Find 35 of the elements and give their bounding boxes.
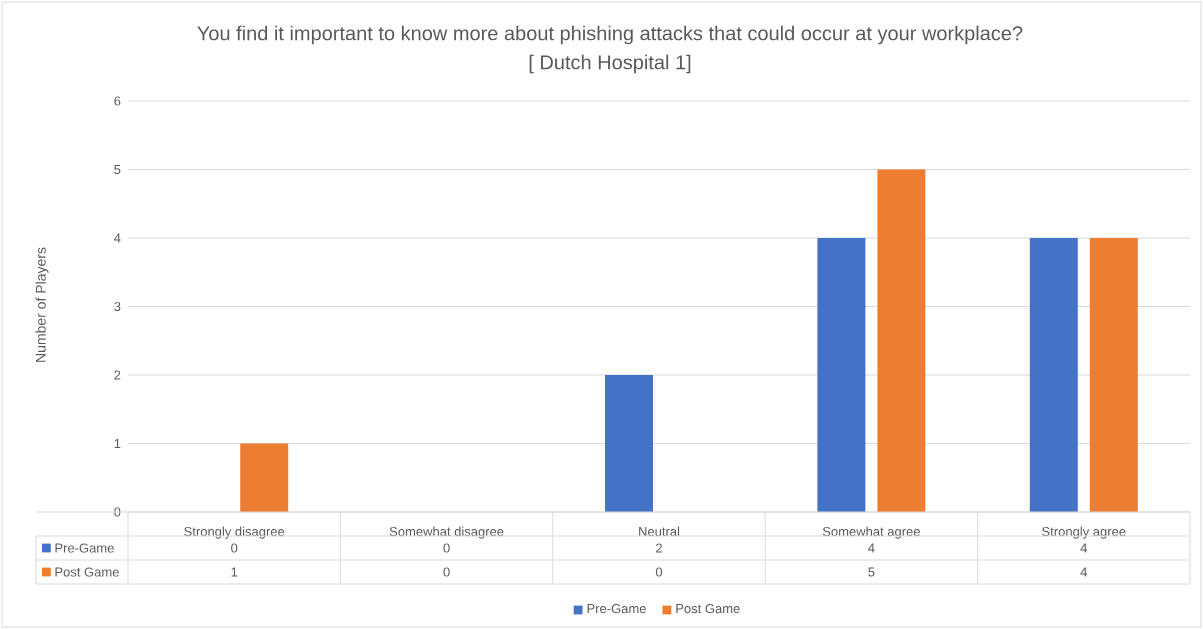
bar [1089,238,1138,513]
data-label: 0 [655,567,663,577]
bar [1029,238,1078,513]
data-label: 2 [656,543,662,553]
bar [240,443,289,513]
legend-label: Post Game [676,603,740,614]
x-tick-label: Neutral [639,526,680,537]
y-tick-label: 2 [114,370,121,380]
text: Post Game [55,567,119,577]
x-tick-label: Somewhat disagree [389,526,504,539]
data-label: 4 [868,543,875,553]
text: Pre-Game [55,543,114,553]
legend-label: Pre-Game [587,603,646,614]
data-label: 4 [1080,543,1088,553]
chart-title: You find it important to know more about phishing attacks that could occur at your workplace? [197,25,1023,45]
chart-subtitle: [ Dutch Hospital 1] [529,54,691,74]
y-tick-label: 5 [114,164,121,175]
bar [877,169,926,513]
y-tick-label: 4 [114,233,121,243]
y-tick-label: 1 [114,439,121,448]
data-label: 4 [1080,567,1088,577]
y-axis-title: Number of Players [35,247,49,362]
bar [817,238,866,513]
x-tick-label: Strongly disagree [184,526,285,539]
data-label: 0 [443,543,450,553]
x-tick-label: Somewhat agree [822,526,920,539]
y-tick-label: 3 [114,301,121,312]
data-label: 0 [443,567,450,577]
data-label: 5 [868,567,875,577]
y-tick-label: 6 [114,96,121,106]
bar [605,375,653,513]
data-label: 0 [231,543,238,553]
data-label: 1 [231,567,238,577]
y-tick-label: 0 [114,507,121,517]
x-tick-label: Strongly agree [1042,526,1126,539]
